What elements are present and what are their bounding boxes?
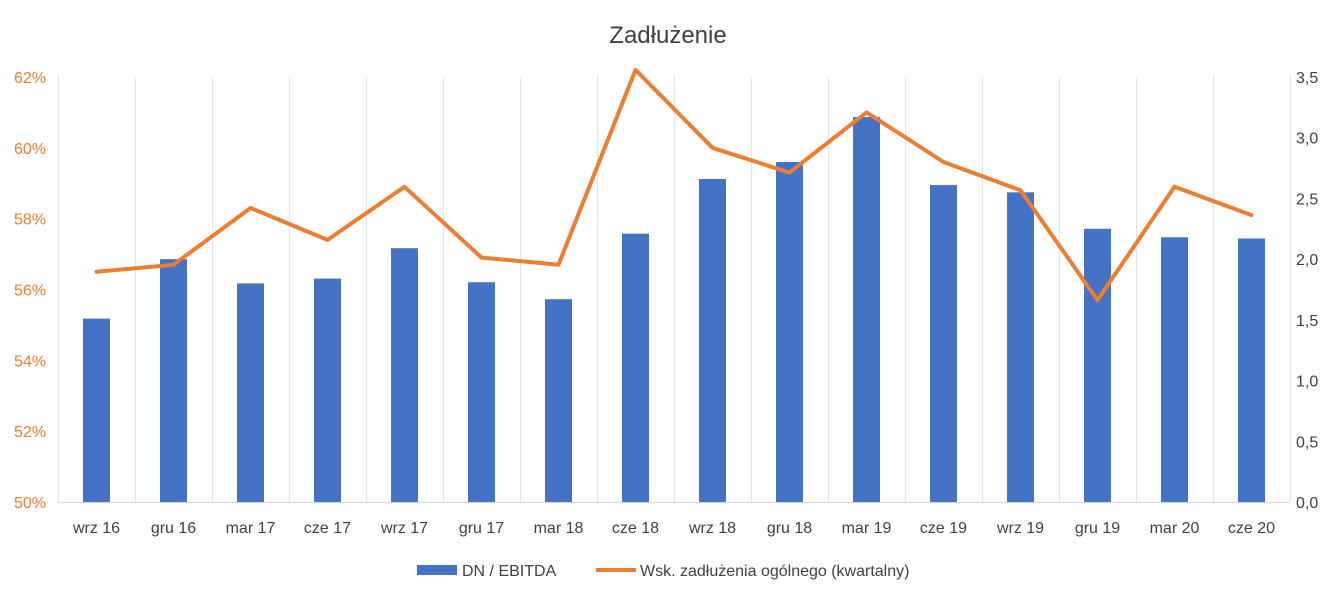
line-point [866,111,867,113]
bar [237,283,264,502]
y-right-tick-label: 3,5 [1296,70,1318,87]
line-point [1097,299,1098,301]
bar [545,299,572,502]
x-tick-label: mar 17 [226,520,276,537]
y-axis-right: 0,0 0,5 1,0 1,5 2,0 2,5 3,0 3,5 [1296,70,1318,512]
line-point [943,161,944,163]
line-point [404,186,405,188]
line-point [1020,189,1021,191]
legend-swatch-bar [417,565,457,575]
bar [930,185,957,503]
line-point [635,69,636,71]
x-tick-label: gru 19 [1075,520,1120,537]
bar [853,117,880,503]
legend: DN / EBITDA Wsk. zadłużenia ogólnego (kw… [417,563,909,580]
y-left-tick-label: 54% [14,353,46,370]
bar-series [83,117,1265,503]
x-tick-label: wrz 16 [72,520,120,537]
x-axis: wrz 16 gru 16 mar 17 cze 17 wrz 17 gru 17 mar … [72,520,1275,537]
legend-label-line: Wsk. zadłużenia ogólnego (kwartalny) [640,563,909,580]
y-right-tick-label: 0,0 [1296,495,1318,512]
y-right-tick-label: 0,5 [1296,434,1318,451]
y-axis-left: 50% 52% 54% 56% 58% 60% 62% [14,70,46,512]
x-tick-label: mar 18 [534,520,584,537]
y-right-tick-label: 2,5 [1296,191,1318,208]
bar [468,282,495,502]
bar [1007,192,1034,502]
bar [160,259,187,502]
line-point [712,147,713,149]
x-tick-label: mar 19 [842,520,892,537]
x-tick-label: cze 17 [304,520,351,537]
line-point [327,239,328,241]
legend-label-bar: DN / EBITDA [462,563,557,580]
bar [622,233,649,502]
y-left-tick-label: 50% [14,495,46,512]
x-tick-label: gru 17 [459,520,504,537]
x-tick-label: gru 18 [767,520,812,537]
bar [699,179,726,502]
line-point [558,264,559,266]
line-path [94,67,1254,303]
bar [314,278,341,502]
gridlines [58,77,1291,502]
bar [1238,238,1265,502]
bar [391,248,418,502]
x-tick-label: mar 20 [1150,520,1200,537]
y-right-tick-label: 1,5 [1296,313,1318,330]
line-point [1251,214,1252,216]
x-tick-label: wrz 18 [688,520,736,537]
chart-title: Zadłużenie [609,22,726,49]
y-left-tick-label: 58% [14,212,46,229]
line-series [94,67,1254,303]
x-tick-label: cze 19 [920,520,967,537]
y-left-tick-label: 60% [14,141,46,158]
y-left-tick-label: 52% [14,424,46,441]
line-point [96,271,97,273]
line-point [1174,186,1175,188]
x-tick-label: cze 20 [1228,520,1275,537]
bar [776,162,803,502]
bar [83,318,110,502]
x-tick-label: gru 16 [151,520,196,537]
y-right-tick-label: 2,0 [1296,252,1318,269]
line-point [789,172,790,174]
x-tick-label: cze 18 [612,520,659,537]
line-point [173,264,174,266]
x-tick-label: wrz 17 [380,520,428,537]
bar [1084,228,1111,503]
bar [1161,237,1188,503]
line-point [481,257,482,259]
y-left-tick-label: 62% [14,70,46,87]
x-tick-label: wrz 19 [996,520,1044,537]
y-right-tick-label: 1,0 [1296,374,1318,391]
line-point [250,207,251,209]
y-right-tick-label: 3,0 [1296,131,1318,148]
y-left-tick-label: 56% [14,283,46,300]
